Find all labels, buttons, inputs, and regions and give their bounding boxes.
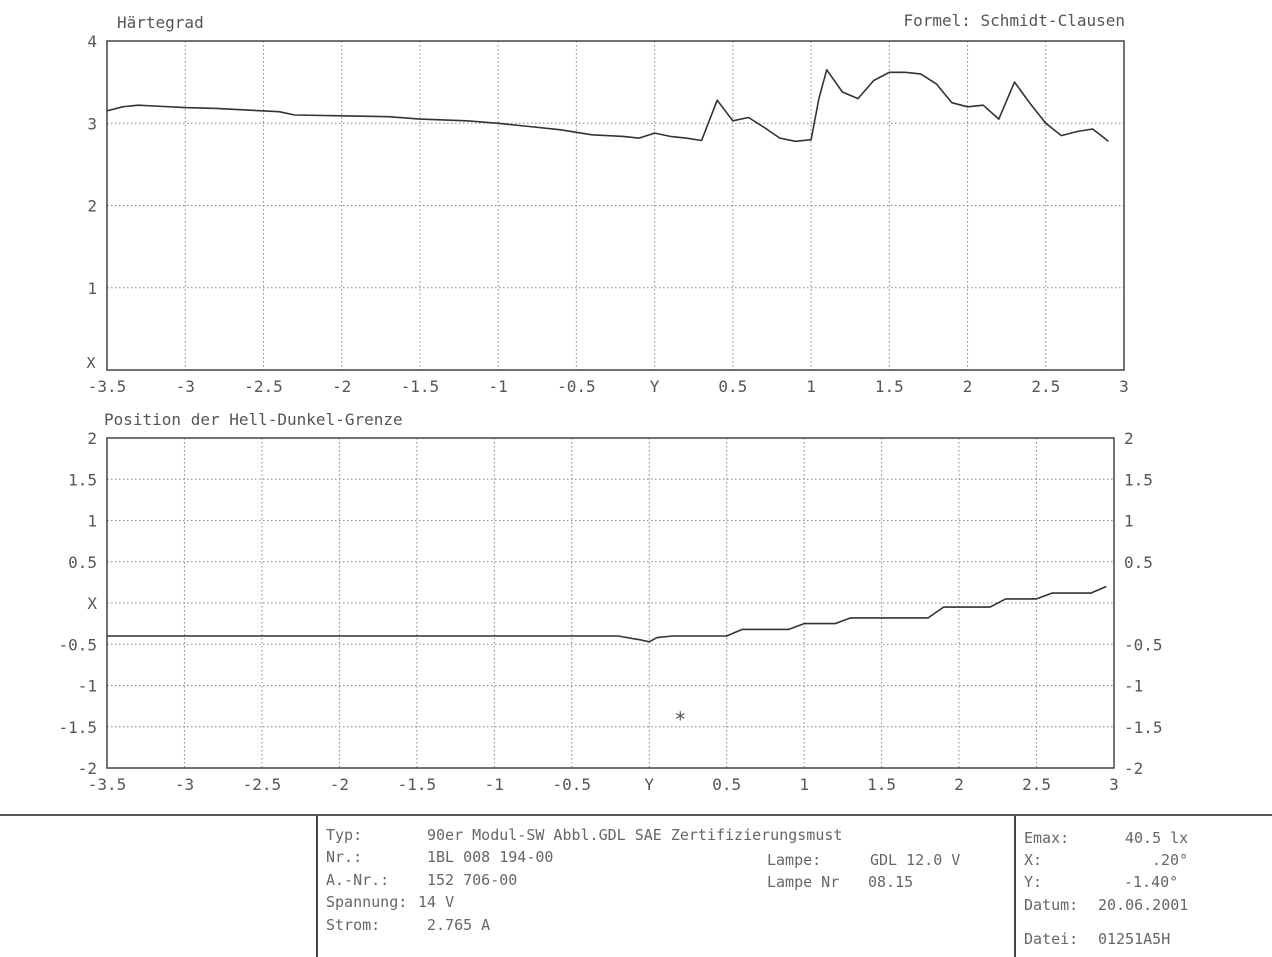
y-tick-label-left: 1.5	[68, 470, 97, 489]
lampe-value: GDL 12.0 V	[870, 851, 961, 869]
footer-divider	[0, 814, 1272, 816]
strom-label: Strom:	[326, 916, 381, 934]
x-tick-label: 2.5	[1031, 377, 1060, 396]
y-label: Y:	[1024, 873, 1043, 891]
hdg-position-chart: -3.5 -3 -2.5 -2 -1.5 -1 -0.5 Y 0.5 1 1.5 2 2.5 3 -2 -1.…	[58, 410, 1162, 794]
x-tick-label: 1.5	[875, 377, 904, 396]
x-tick-label: -0.5	[553, 775, 592, 794]
y-tick-label-right: -0.5	[1124, 635, 1163, 654]
x-tick-label: 2.5	[1022, 775, 1051, 794]
x-tick-label: -3.5	[88, 377, 127, 396]
lampe-nr-value: 08.15	[868, 873, 914, 891]
x-tick-label: -1.5	[398, 775, 437, 794]
y-tick-label-left: 1	[87, 279, 97, 298]
y-axis-label: X	[86, 354, 95, 372]
info-box-main	[316, 816, 318, 957]
y-tick-label-left: -1.5	[58, 718, 97, 737]
emax-label: Emax:	[1024, 829, 1070, 847]
x-tick-label: 0.5	[712, 775, 741, 794]
y-tick-label-right: -2	[1124, 759, 1143, 778]
x-value: .20°	[1152, 851, 1189, 869]
x-tick-label: -3	[175, 775, 194, 794]
x-tick-label: -0.5	[557, 377, 596, 396]
x-tick-label: 2	[954, 775, 964, 794]
y-tick-label-right: 0.5	[1124, 553, 1153, 572]
x-tick-label: 1	[799, 775, 809, 794]
y-tick-label-right: 2	[1124, 429, 1134, 448]
annotation-marker: *	[674, 708, 686, 732]
y-tick-label-left: 2	[87, 197, 97, 216]
plot-frame	[106, 437, 1115, 769]
haertegrad-chart: -3.5 -3 -2.5 -2 -1.5 -1 -0.5 Y 0.5 1 1.5 2 2.5 3 1 2 3 4 H…	[86, 13, 1128, 396]
datum-label: Datum:	[1024, 896, 1079, 914]
lampe-label: Lampe:	[767, 851, 822, 869]
y-tick-label-left: 0.5	[68, 553, 97, 572]
formula-label: Formel: Schmidt-Clausen	[903, 11, 1125, 30]
spannung-value: 14 V	[418, 893, 455, 911]
emax-value: 40.5 lx	[1125, 829, 1189, 847]
datei-label: Datei:	[1024, 930, 1079, 948]
series-line	[107, 585, 1107, 643]
x-tick-label: -1.5	[401, 377, 440, 396]
x-tick-label: Y	[644, 775, 654, 794]
anr-label: A.-Nr.:	[326, 871, 390, 889]
x-tick-label: 0.5	[718, 377, 747, 396]
strom-value: 2.765 A	[427, 916, 491, 934]
spannung-label: Spannung:	[326, 893, 408, 911]
y-tick-label-left: -0.5	[58, 635, 97, 654]
x-tick-label: -2.5	[243, 775, 282, 794]
nr-value: 1BL 008 194-00	[427, 848, 554, 866]
y-tick-label-right: 1.5	[1124, 470, 1153, 489]
chart-title: Härtegrad	[117, 13, 204, 32]
datum-value: 20.06.2001	[1098, 896, 1189, 914]
x-tick-label: -2	[332, 377, 351, 396]
lampe-nr-label: Lampe Nr	[767, 873, 840, 891]
y-value: -1.40°	[1124, 873, 1179, 891]
x-tick-label: -1	[489, 377, 508, 396]
datei-value: 01251A5H	[1098, 930, 1171, 948]
series-line	[106, 69, 1109, 143]
nr-label: Nr.:	[326, 848, 363, 866]
y-tick-label-left: 4	[87, 32, 97, 51]
x-tick-label: -1	[485, 775, 504, 794]
y-tick-label-right: -1.5	[1124, 718, 1163, 737]
x-tick-label: -3.5	[88, 775, 127, 794]
y-tick-label-left: 2	[87, 429, 97, 448]
x-tick-label: -3	[176, 377, 195, 396]
x-tick-label: 3	[1109, 775, 1119, 794]
y-tick-label-left: X	[87, 594, 97, 613]
typ-value: 90er Modul-SW Abbl.GDL SAE Zertifizierun…	[427, 826, 843, 844]
plot-frame	[106, 40, 1125, 371]
y-tick-label-right: -1	[1124, 677, 1143, 696]
y-tick-label-left: 1	[87, 512, 97, 531]
x-tick-label: 3	[1119, 377, 1129, 396]
x-label: X:	[1024, 851, 1043, 869]
x-tick-label: -2.5	[244, 377, 283, 396]
anr-value: 152 706-00	[427, 871, 518, 889]
chart-title: Position der Hell-Dunkel-Grenze	[104, 410, 403, 429]
x-tick-label: -2	[330, 775, 349, 794]
y-tick-label-left: 3	[87, 114, 97, 133]
y-tick-label-left: -2	[78, 759, 97, 778]
x-tick-label: Y	[650, 377, 660, 396]
typ-label: Typ:	[326, 826, 363, 844]
y-tick-label-left: -1	[78, 677, 97, 696]
x-tick-label: 1	[806, 377, 816, 396]
x-tick-label: 1.5	[867, 775, 896, 794]
y-tick-label-right: 1	[1124, 512, 1134, 531]
x-tick-label: 2	[963, 377, 973, 396]
info-box-right	[1014, 816, 1016, 957]
